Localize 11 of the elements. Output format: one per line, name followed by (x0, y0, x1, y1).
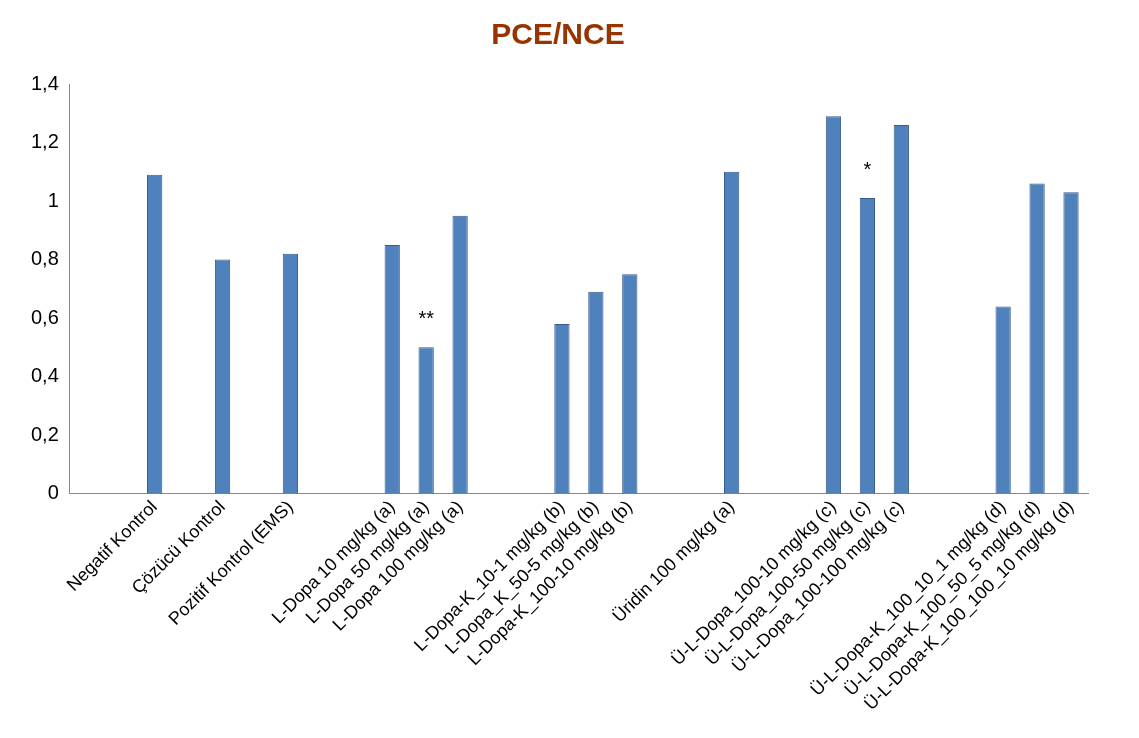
y-tick-label: 0,8 (30, 247, 59, 270)
annotation: * (863, 157, 872, 180)
y-tick-label: 0,2 (30, 422, 59, 445)
y-tick-label: 1 (47, 188, 59, 211)
y-tick-label: 1,4 (30, 71, 59, 94)
y-tick-label: 1,2 (30, 130, 59, 153)
y-tick-label: 0,6 (30, 305, 59, 328)
chart-title: PCE/NCE (491, 17, 625, 51)
annotation: ** (418, 306, 435, 329)
y-tick-label: 0,4 (30, 364, 59, 387)
y-tick-label: 0 (47, 481, 59, 504)
